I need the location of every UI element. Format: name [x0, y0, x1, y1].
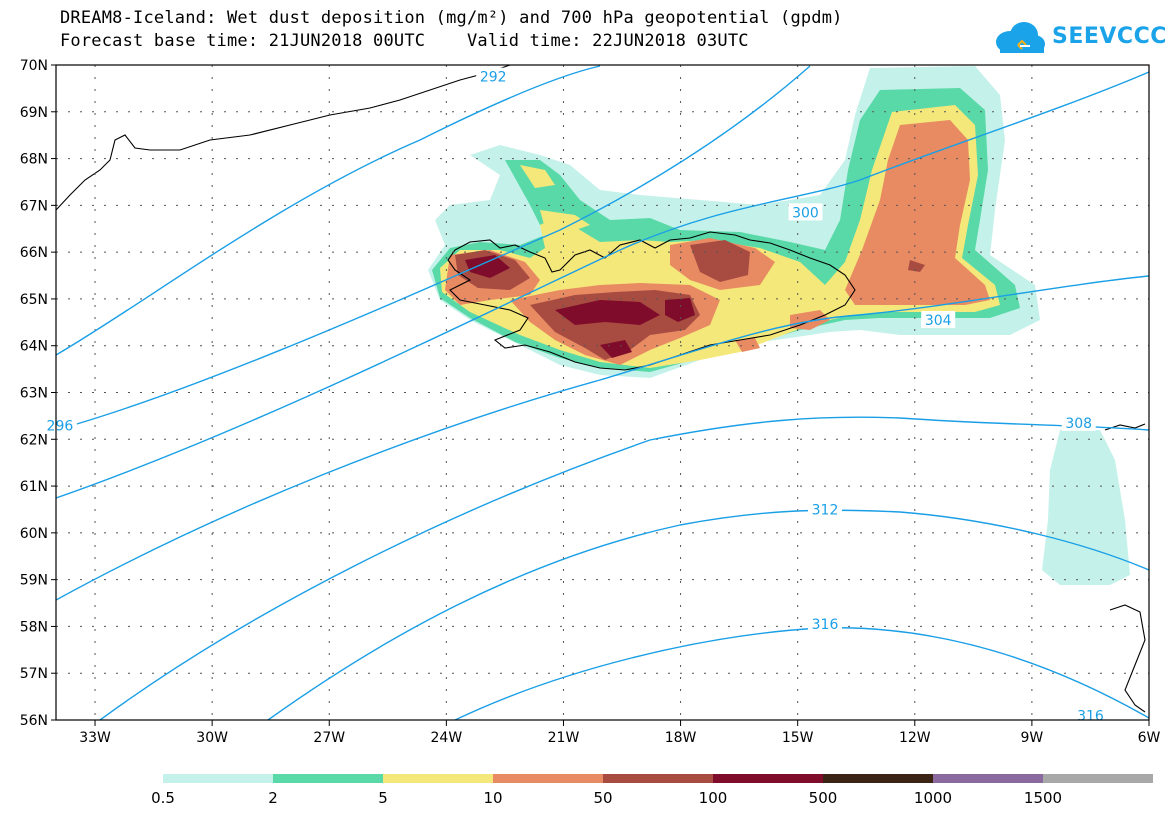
- colorbar-label: 1000: [914, 789, 952, 807]
- colorbar-swatch: [933, 774, 1043, 783]
- geopotential-contours: [56, 65, 1149, 720]
- colorbar-label: 2: [268, 789, 278, 807]
- lon-tick-label: 15W: [782, 730, 814, 746]
- lat-tick-label: 62N: [20, 432, 48, 448]
- lat-tick-label: 60N: [20, 526, 48, 542]
- contour-316: [454, 627, 1149, 720]
- contour-label-bg: [42, 416, 77, 434]
- contour-label-bg: [1073, 706, 1108, 724]
- lon-tick-label: 33W: [79, 730, 111, 746]
- contour-label-bg: [1061, 413, 1096, 431]
- contour-292: [56, 65, 601, 356]
- contour-label-bg: [808, 615, 843, 633]
- lon-tick-label: 30W: [196, 730, 228, 746]
- cloud-icon: [996, 22, 1045, 53]
- lon-tick-label: 27W: [313, 730, 345, 746]
- colorbar-label: 10: [483, 789, 502, 807]
- lat-tick-label: 61N: [20, 479, 48, 495]
- lon-tick-label: 21W: [548, 730, 580, 746]
- lat-tick-label: 64N: [20, 339, 48, 355]
- map-subtitle: Forecast base time: 21JUN2018 00UTC Vali…: [60, 31, 749, 51]
- contour-label-bg: [808, 500, 843, 518]
- colorbar-swatch: [1043, 774, 1153, 783]
- lon-tick-label: 9W: [1021, 730, 1044, 746]
- lat-tick-label: 69N: [20, 105, 48, 121]
- colorbar-label: 50: [593, 789, 612, 807]
- dust-deposition-field: [428, 66, 1130, 585]
- grid: [56, 65, 1149, 720]
- lon-tick-label: 12W: [899, 730, 931, 746]
- lat-tick-label: 70N: [20, 58, 48, 74]
- colorbar-swatch: [603, 774, 713, 783]
- colorbar-swatch: [823, 774, 933, 783]
- contour-label: 316: [812, 617, 839, 633]
- lat-tick-label: 56N: [20, 713, 48, 729]
- colorbar-label: 100: [699, 789, 728, 807]
- seevccc-logo: SEEVCCC: [990, 18, 1170, 58]
- map-title: DREAM8-Iceland: Wet dust deposition (mg/…: [60, 8, 843, 28]
- colorbar: 0.5 2 5 10 50 100 500 1000 1500: [151, 774, 1153, 807]
- colorbar-label: 1500: [1024, 789, 1062, 807]
- contour-label-bg: [788, 203, 823, 221]
- colorbar-swatch: [713, 774, 823, 783]
- iceland-coast: [447, 231, 856, 371]
- latitude-axis: 70N 69N 68N 67N 66N 65N 64N 63N 62N 61N 60N 59N 58N 5…: [20, 58, 56, 729]
- colorbar-swatch: [273, 774, 383, 783]
- contour-296: [56, 65, 811, 431]
- contour-label: 312: [812, 502, 839, 518]
- greenland-coast: [56, 65, 511, 211]
- lat-tick-label: 59N: [20, 573, 48, 589]
- lon-tick-label: 18W: [665, 730, 697, 746]
- lon-tick-label: 6W: [1138, 730, 1161, 746]
- logo-text: SEEVCCC: [1052, 24, 1167, 49]
- lat-tick-label: 65N: [20, 292, 48, 308]
- lat-tick-label: 67N: [20, 198, 48, 214]
- contour-304: [56, 275, 1149, 601]
- contour-312: [267, 509, 1149, 720]
- colorbar-swatch: [383, 774, 493, 783]
- contour-label-bg: [476, 67, 511, 85]
- deposition-level-100: [465, 255, 695, 358]
- contour-308: [99, 416, 1149, 720]
- colorbar-label: 500: [809, 789, 838, 807]
- contour-label-bg: [921, 310, 956, 328]
- contour-300: [56, 71, 1149, 499]
- contour-label: 308: [1065, 416, 1092, 432]
- longitude-axis: 33W 30W 27W 24W 21W 18W 15W 12W 9W 6W: [79, 720, 1161, 746]
- colorbar-swatch: [493, 774, 603, 783]
- coastline: [56, 65, 1146, 713]
- lat-tick-label: 63N: [20, 386, 48, 402]
- colorbar-swatch: [163, 774, 273, 783]
- contour-label: 300: [792, 205, 819, 221]
- contour-labels: 292 296 300 304 308 312 316 316: [42, 67, 1108, 724]
- contour-label: 304: [925, 313, 952, 329]
- contour-label: 292: [480, 70, 507, 86]
- contour-label: 296: [47, 418, 74, 434]
- lat-tick-label: 66N: [20, 245, 48, 261]
- colorbar-label: 0.5: [151, 789, 175, 807]
- lat-tick-label: 57N: [20, 666, 48, 682]
- lon-tick-label: 24W: [431, 730, 463, 746]
- lat-tick-label: 58N: [20, 619, 48, 635]
- contour-label: 316: [1077, 708, 1104, 724]
- colorbar-label: 5: [378, 789, 388, 807]
- lat-tick-label: 68N: [20, 152, 48, 168]
